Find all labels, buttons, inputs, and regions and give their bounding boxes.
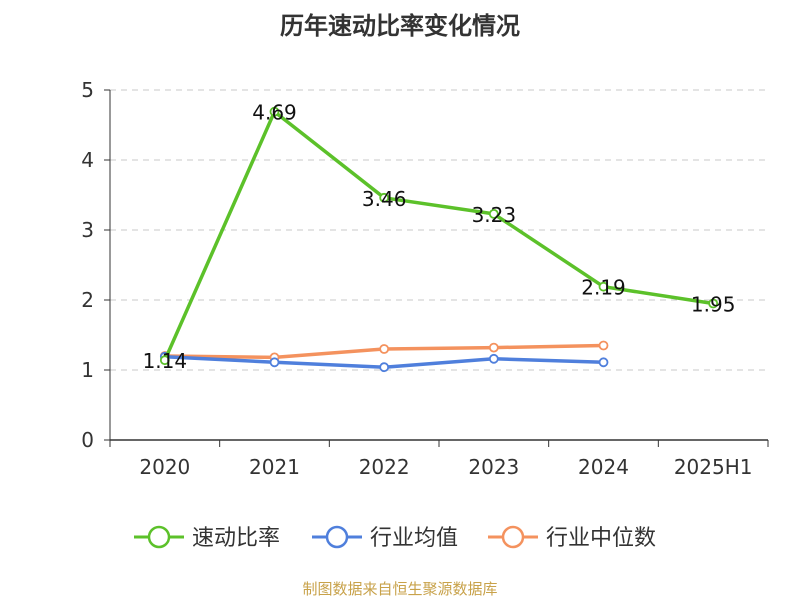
chart-title: 历年速动比率变化情况: [280, 12, 520, 40]
data-point: [379, 192, 390, 203]
legend-swatch-marker: [325, 525, 349, 549]
x-tick-label: 2023: [468, 455, 519, 479]
x-tick-label: 2025H1: [674, 455, 753, 479]
data-label: 4.69: [252, 101, 297, 125]
legend: 速动比率 行业均值 行业中位数: [134, 525, 656, 551]
data-label: 3.23: [472, 203, 517, 227]
y-tick-label: 4: [81, 148, 94, 172]
data-point: [488, 208, 499, 219]
legend-item: 行业均值: [312, 525, 458, 551]
data-labels: 1.14 4.69 3.46 3.23 2.19 1.95: [143, 101, 736, 374]
y-tick-label: 3: [81, 218, 94, 242]
legend-label: 速动比率: [192, 526, 280, 551]
data-point: [159, 355, 170, 366]
legend-label: 行业均值: [370, 526, 458, 551]
legend-item: 速动比率: [134, 525, 280, 551]
data-point: [598, 357, 609, 368]
data-point: [269, 106, 280, 117]
legend-swatch-marker: [501, 525, 525, 549]
data-label: 2.19: [581, 276, 626, 300]
data-label: 1.14: [143, 349, 188, 373]
grid-lines: [110, 89, 768, 371]
legend-item: 行业中位数: [488, 525, 656, 551]
data-label: 3.46: [362, 187, 407, 211]
series-group: [159, 106, 719, 373]
data-point: [708, 298, 719, 309]
x-tick-label: 2022: [359, 455, 410, 479]
data-point: [269, 357, 280, 368]
axes: 0 1 2 3 4 5 2020 2021 2022 2023 2024 2025H1: [81, 78, 769, 479]
data-point: [379, 362, 390, 373]
data-point: [488, 342, 499, 353]
y-tick-label: 1: [81, 358, 94, 382]
x-tick-label: 2020: [139, 455, 190, 479]
data-point: [488, 353, 499, 364]
source-note: 制图数据来自恒生聚源数据库: [302, 580, 497, 598]
x-tick-label: 2021: [249, 455, 300, 479]
data-label: 1.95: [691, 293, 736, 317]
x-tick-label: 2024: [578, 455, 629, 479]
legend-label: 行业中位数: [546, 526, 656, 551]
legend-swatch-marker: [147, 525, 171, 549]
series-0: [159, 106, 719, 366]
data-point: [598, 281, 609, 292]
y-tick-label: 2: [81, 288, 94, 312]
y-tick-label: 0: [81, 428, 94, 452]
series-line: [163, 109, 714, 361]
y-tick-label: 5: [81, 78, 94, 102]
data-point: [598, 340, 609, 351]
data-point: [379, 344, 390, 354]
